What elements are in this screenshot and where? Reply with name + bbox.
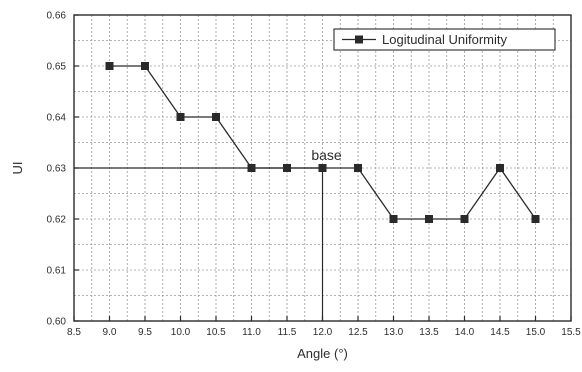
axis-layer: 8.5 9.0 9.5 10.0 10.5 11.0 11.5 12.0 12.5 13.0 13.… bbox=[47, 11, 582, 339]
x-axis-tick-label: 15.5 bbox=[561, 327, 581, 338]
x-axis-tick-label: 11.0 bbox=[242, 327, 261, 338]
data-point-marker bbox=[531, 215, 540, 223]
x-axis-tick-label: 12.5 bbox=[348, 327, 368, 338]
x-axis-tick-label: 13.5 bbox=[419, 327, 439, 338]
y-axis-tick-label: 0.60 bbox=[47, 317, 67, 328]
data-point-marker bbox=[212, 113, 220, 121]
x-axis-tick-label: 13.0 bbox=[384, 327, 404, 338]
y-axis-tick-label: 0.65 bbox=[47, 62, 67, 73]
x-axis-label: Angle (°) bbox=[297, 346, 348, 361]
data-point-marker bbox=[283, 164, 291, 172]
data-point-marker bbox=[247, 164, 256, 172]
x-axis-tick-label: 15.0 bbox=[526, 327, 546, 338]
y-axis-tick-label: 0.64 bbox=[47, 113, 67, 124]
legend-box bbox=[333, 28, 556, 51]
legend-label: Logitudinal Uniformity bbox=[382, 32, 508, 47]
x-axis-tick-label: 9.5 bbox=[138, 327, 152, 338]
y-axis-tick-label: 0.62 bbox=[47, 215, 67, 226]
x-axis-tick-label: 14.0 bbox=[455, 327, 475, 338]
legend: Logitudinal Uniformity bbox=[333, 28, 556, 51]
x-axis-tick-label: 8.5 bbox=[67, 327, 81, 338]
data-point-marker bbox=[354, 164, 362, 172]
data-point-marker bbox=[318, 164, 327, 172]
data-point-marker bbox=[141, 62, 149, 70]
x-axis-tick-label: 10.5 bbox=[206, 327, 226, 338]
y-axis-tick-label: 0.61 bbox=[47, 266, 67, 277]
data-point-marker bbox=[176, 113, 185, 121]
label-layer: Angle (°) UI base bbox=[10, 147, 348, 361]
y-axis-tick-label: 0.63 bbox=[47, 164, 67, 175]
y-axis-tick-label: 0.66 bbox=[47, 11, 67, 22]
x-axis-tick-label: 14.5 bbox=[490, 327, 510, 338]
legend-square-marker bbox=[355, 35, 363, 44]
base-annotation-label: base bbox=[311, 147, 342, 163]
x-axis-tick-label: 12.0 bbox=[313, 327, 333, 338]
data-point-marker bbox=[460, 215, 469, 223]
data-point-marker bbox=[425, 215, 433, 223]
x-axis-tick-label: 10.0 bbox=[171, 327, 191, 338]
series-layer bbox=[105, 62, 540, 223]
data-point-marker bbox=[389, 215, 398, 223]
x-axis-tick-label: 11.5 bbox=[278, 327, 297, 338]
data-point-marker bbox=[105, 62, 114, 70]
data-point-marker bbox=[496, 164, 504, 172]
x-axis-tick-label: 9.0 bbox=[103, 327, 117, 338]
y-axis-label: UI bbox=[10, 162, 25, 175]
